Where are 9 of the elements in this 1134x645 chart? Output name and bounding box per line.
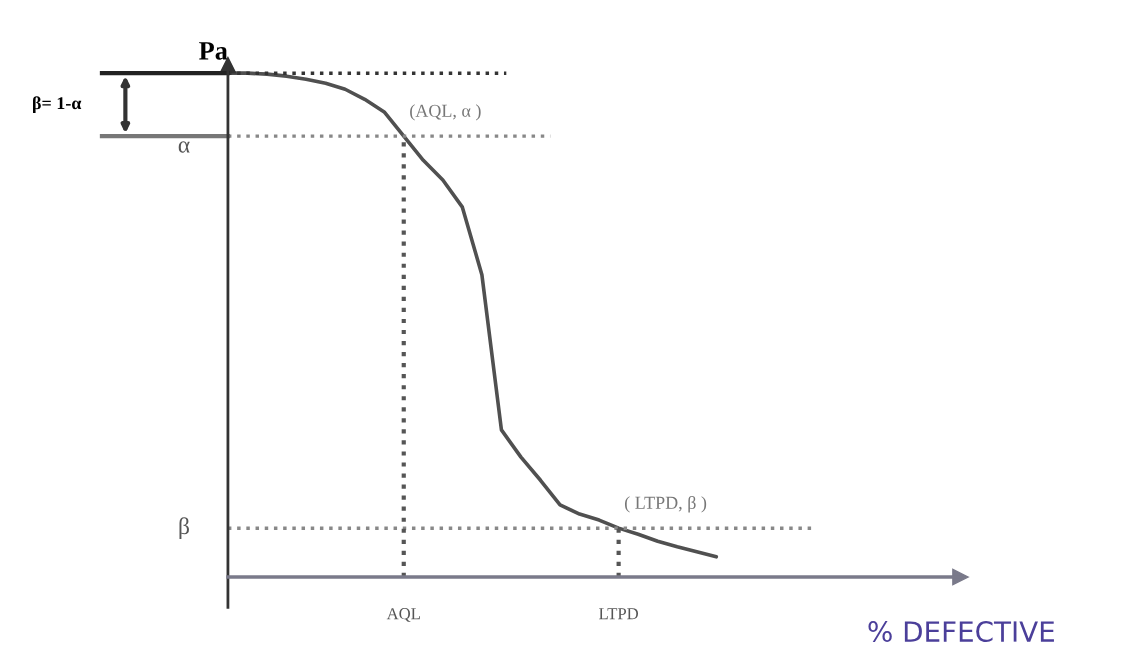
annotation: ( LTPD, β ) bbox=[624, 495, 707, 513]
annotation: (AQL, α ) bbox=[410, 104, 481, 121]
ref-line-label: α bbox=[178, 141, 190, 153]
x-tick-label: LTPD bbox=[599, 608, 639, 620]
ref-line-label: β bbox=[179, 517, 189, 539]
y-axis-title: Pa bbox=[199, 42, 228, 60]
x-axis-title: % DEFECTIVE bbox=[868, 621, 1054, 643]
text: β= 1-α bbox=[33, 96, 82, 113]
x-tick-label: AQL bbox=[386, 608, 420, 622]
